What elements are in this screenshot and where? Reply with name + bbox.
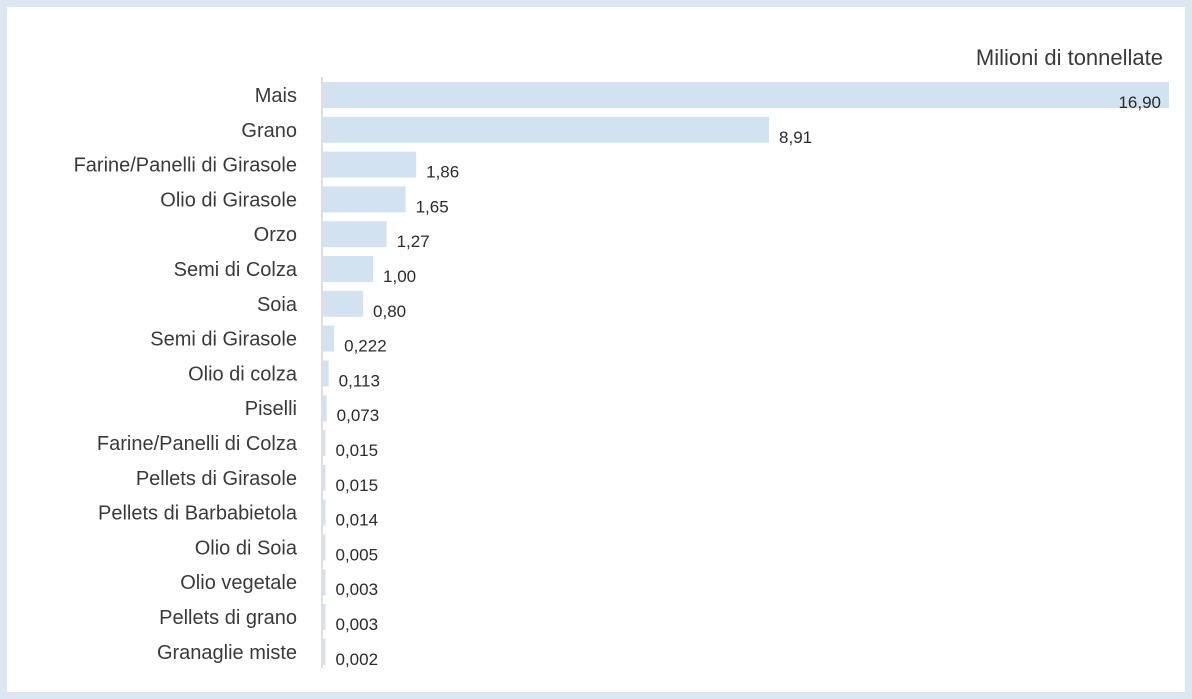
bar — [323, 604, 326, 630]
bar — [323, 395, 327, 422]
category-label: Farine/Panelli di Girasole — [74, 155, 297, 177]
value-label: 0,015 — [336, 441, 379, 460]
category-label: Pellets di grano — [159, 607, 297, 629]
bar — [323, 534, 326, 561]
category-label: Mais — [255, 85, 297, 107]
category-label: Pellets di Girasole — [136, 468, 297, 490]
value-label: 8,91 — [779, 128, 812, 147]
bar — [323, 221, 387, 248]
value-label: 0,015 — [336, 476, 379, 495]
category-label: Orzo — [254, 224, 297, 246]
value-label: 1,27 — [397, 232, 430, 251]
category-label: Soia — [257, 294, 298, 316]
category-label: Olio di Girasole — [160, 189, 297, 211]
bar — [323, 116, 770, 143]
category-label: Olio di Soia — [195, 537, 298, 559]
value-label: 0,002 — [336, 650, 379, 669]
category-label: Olio vegetale — [180, 572, 297, 594]
bar — [323, 464, 326, 491]
unit-label: Milioni di tonnellate — [976, 45, 1163, 70]
value-label: 0,073 — [337, 406, 380, 425]
value-label: 1,65 — [416, 197, 449, 216]
value-label: 0,003 — [336, 580, 379, 599]
bar — [323, 186, 406, 213]
chart-panel: Milioni di tonnellate Mais 16,90 Grano 8,91… — [7, 7, 1185, 692]
bar — [323, 360, 329, 387]
value-label: 0,80 — [373, 302, 406, 321]
category-label: Olio di colza — [188, 363, 298, 385]
bar — [323, 325, 335, 352]
value-label: 1,00 — [383, 267, 416, 286]
value-label: 0,005 — [336, 545, 379, 564]
category-label: Pellets di Barbabietola — [98, 503, 298, 525]
category-label: Semi di Girasole — [150, 329, 297, 351]
category-label: Semi di Colza — [174, 259, 298, 281]
bar — [323, 569, 326, 596]
value-label: 0,113 — [339, 371, 380, 390]
bar — [323, 151, 417, 178]
value-label: 1,86 — [426, 163, 459, 182]
value-label: 16,90 — [1118, 93, 1161, 112]
value-label: 0,014 — [336, 511, 379, 530]
value-label: 0,003 — [336, 615, 379, 634]
bar — [323, 82, 1169, 108]
bar-chart: Milioni di tonnellate Mais 16,90 Grano 8,91… — [74, 45, 1169, 669]
bar — [323, 256, 374, 282]
bar — [323, 499, 326, 526]
value-label: 0,222 — [344, 337, 387, 356]
category-label: Grano — [241, 120, 297, 142]
bar — [323, 430, 326, 456]
bar — [323, 638, 326, 665]
category-label: Granaglie miste — [157, 642, 297, 664]
category-label: Piselli — [245, 398, 297, 420]
bar — [323, 290, 364, 317]
category-label: Farine/Panelli di Colza — [97, 433, 298, 455]
bars-group: Mais 16,90 Grano 8,91 Farine/Panelli di Gira… — [74, 82, 1169, 669]
